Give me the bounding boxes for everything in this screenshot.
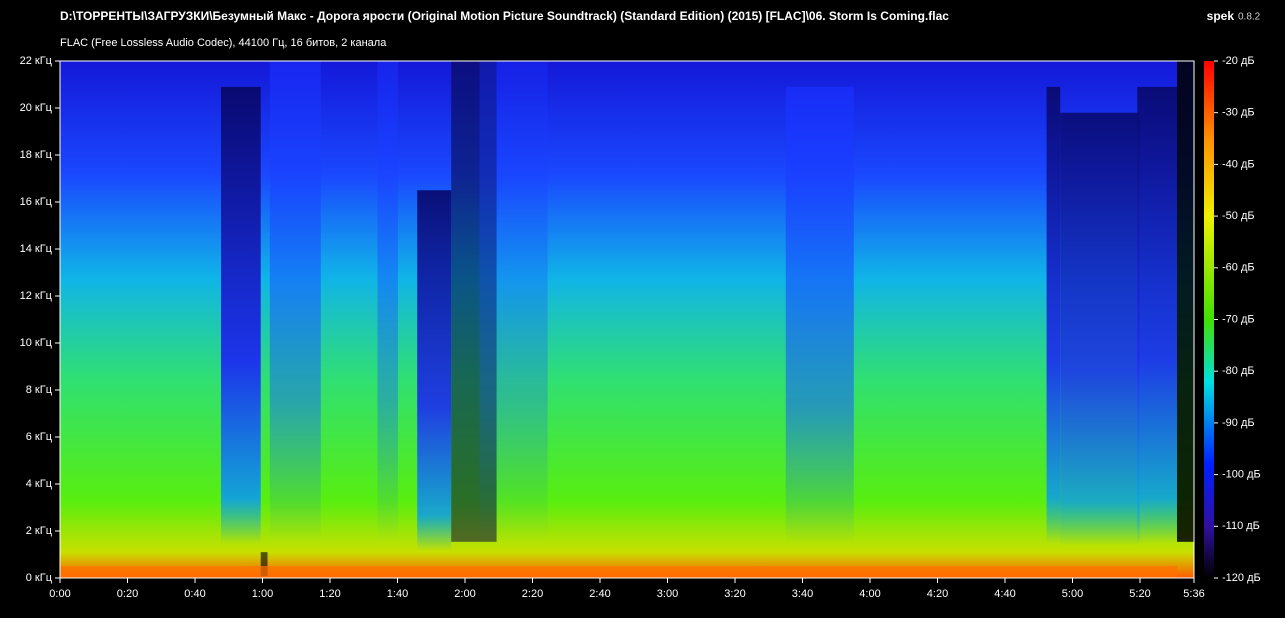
color-tick-label: -70 дБ <box>1222 313 1255 325</box>
color-tick-label: -50 дБ <box>1222 210 1255 222</box>
y-tick-label: 22 кГц <box>20 55 53 67</box>
y-tick-label: 0 кГц <box>26 572 53 584</box>
x-tick-label: 0:20 <box>117 588 138 600</box>
y-tick-label: 8 кГц <box>26 384 53 396</box>
x-tick-label: 2:40 <box>589 588 610 600</box>
spectrum-region <box>1060 112 1140 546</box>
y-tick-label: 14 кГц <box>20 243 53 255</box>
spectrum-region <box>269 61 321 542</box>
y-tick-label: 20 кГц <box>20 102 53 114</box>
y-tick-label: 16 кГц <box>20 196 53 208</box>
spectrum-region <box>377 61 398 542</box>
x-tick-label: 5:36 <box>1183 588 1204 600</box>
color-tick-label: -90 дБ <box>1222 417 1255 429</box>
x-tick-label: 3:20 <box>724 588 745 600</box>
color-tick-label: -20 дБ <box>1222 55 1255 67</box>
color-tick-label: -60 дБ <box>1222 262 1255 274</box>
y-tick-label: 6 кГц <box>26 431 53 443</box>
x-tick-label: 1:20 <box>319 588 340 600</box>
app-version: 0.8.2 <box>1238 12 1261 23</box>
x-tick-label: 0:00 <box>49 588 70 600</box>
spectrum-region <box>1176 61 1194 542</box>
spectrum-region <box>479 61 548 542</box>
x-tick-label: 4:20 <box>927 588 948 600</box>
y-tick-label: 4 кГц <box>26 478 53 490</box>
y-tick-label: 2 кГц <box>26 525 53 537</box>
spectrum-region <box>417 190 452 551</box>
spectrum-region <box>260 552 268 577</box>
x-tick-label: 5:20 <box>1129 588 1150 600</box>
format-info: FLAC (Free Lossless Audio Codec), 44100 … <box>60 37 387 49</box>
plot-frame <box>59 60 1195 579</box>
x-tick-label: 3:40 <box>792 588 813 600</box>
low-band <box>60 566 1177 578</box>
file-path: D:\ТОРРЕНТЫ\ЗАГРУЗКИ\Безумный Макс - Дор… <box>60 9 949 23</box>
y-tick-label: 18 кГц <box>20 149 53 161</box>
x-tick-label: 1:40 <box>387 588 408 600</box>
x-tick-label: 4:40 <box>994 588 1015 600</box>
color-tick-label: -120 дБ <box>1222 572 1261 584</box>
color-tick-label: -40 дБ <box>1222 158 1255 170</box>
y-tick-label: 10 кГц <box>20 337 53 349</box>
x-tick-label: 5:00 <box>1062 588 1083 600</box>
color-tick-label: -110 дБ <box>1222 520 1260 532</box>
app-name: spek <box>1207 9 1235 23</box>
x-tick-label: 4:00 <box>859 588 880 600</box>
y-tick-label: 12 кГц <box>20 290 53 302</box>
x-tick-label: 2:20 <box>522 588 543 600</box>
spectrum-region <box>221 86 261 544</box>
x-tick-label: 3:00 <box>657 588 678 600</box>
spectrum-region <box>1137 86 1177 544</box>
x-tick-label: 1:00 <box>252 588 273 600</box>
color-tick-label: -30 дБ <box>1222 107 1255 119</box>
x-tick-label: 2:00 <box>454 588 475 600</box>
color-tick-label: -80 дБ <box>1222 365 1255 377</box>
spectrum-region <box>785 86 854 544</box>
spectrum-region <box>1046 86 1061 544</box>
color-scale <box>1204 61 1214 578</box>
color-tick-label: -100 дБ <box>1222 469 1261 481</box>
spectrogram <box>60 61 1194 578</box>
x-tick-label: 0:40 <box>184 588 205 600</box>
